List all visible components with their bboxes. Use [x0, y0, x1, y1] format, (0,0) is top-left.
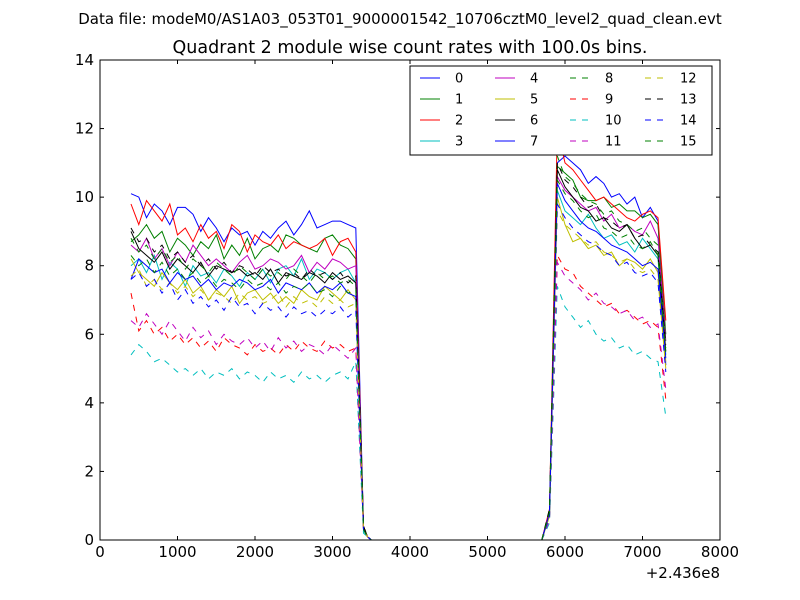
legend-label: 9 — [605, 93, 613, 108]
series-10 — [130, 286, 667, 540]
y-tick-label: 12 — [75, 120, 94, 138]
series-line — [541, 202, 667, 540]
series-line — [541, 174, 667, 540]
x-tick-label: 2000 — [236, 543, 274, 561]
series-11 — [130, 260, 667, 540]
y-tick-label: 2 — [84, 462, 94, 480]
legend-label: 0 — [455, 72, 463, 87]
legend-label: 6 — [530, 114, 538, 129]
series-4 — [130, 174, 667, 540]
x-tick-label: 1000 — [158, 543, 196, 561]
chart-title: Quadrant 2 module wise count rates with … — [173, 38, 648, 58]
series-line — [541, 162, 667, 540]
series-line — [130, 199, 372, 540]
legend-label: 13 — [680, 93, 697, 108]
series-15 — [130, 178, 667, 540]
series-8 — [130, 155, 667, 540]
series-line — [541, 183, 667, 540]
series-line — [130, 193, 372, 540]
series-layer — [130, 128, 667, 540]
series-line — [130, 292, 372, 540]
series-line — [130, 271, 372, 540]
y-tick-label: 14 — [75, 51, 94, 69]
x-tick-label: 6000 — [546, 543, 584, 561]
legend-label: 1 — [455, 93, 463, 108]
series-line — [541, 196, 667, 540]
figure-suptitle: Data file: modeM0/AS1A03_053T01_90000015… — [78, 10, 722, 29]
x-tick-label: 8000 — [701, 543, 739, 561]
series-line — [130, 258, 372, 540]
series-line — [130, 312, 372, 540]
series-9 — [130, 253, 667, 540]
series-13 — [130, 162, 667, 540]
x-offset-label: +2.436e8 — [646, 564, 720, 582]
series-line — [130, 343, 372, 540]
series-line — [130, 238, 372, 540]
series-0 — [130, 155, 667, 540]
legend-label: 12 — [680, 72, 697, 87]
legend-label: 5 — [530, 93, 538, 108]
series-line — [130, 268, 372, 540]
series-line — [541, 286, 667, 540]
legend-label: 14 — [680, 114, 697, 129]
x-tick-label: 7000 — [623, 543, 661, 561]
legend-label: 2 — [455, 114, 463, 129]
y-tick-label: 0 — [84, 531, 94, 549]
series-line — [541, 178, 667, 540]
legend-label: 11 — [605, 135, 622, 150]
y-tick-label: 8 — [84, 257, 94, 275]
x-axis: 0 1000 2000 3000 4000 5000 6000 7000 8000 — [95, 60, 739, 561]
legend-label: 3 — [455, 135, 463, 150]
legend-label: 15 — [680, 135, 697, 150]
y-tick-label: 4 — [84, 394, 94, 412]
series-line — [130, 231, 372, 540]
series-14 — [130, 202, 667, 540]
series-line — [130, 223, 372, 540]
series-line — [130, 237, 372, 540]
legend-box — [409, 65, 713, 156]
series-line — [541, 260, 667, 540]
series-line — [541, 253, 667, 540]
x-tick-label: 3000 — [313, 543, 351, 561]
y-tick-label: 10 — [75, 188, 94, 206]
series-12 — [130, 209, 667, 540]
legend-label: 7 — [530, 135, 538, 150]
legend-label: 8 — [605, 72, 613, 87]
series-line — [541, 155, 667, 540]
x-tick-label: 0 — [95, 543, 105, 561]
legend-label: 10 — [605, 114, 622, 129]
series-7 — [130, 183, 667, 540]
series-line — [541, 155, 667, 540]
plot-area: 0 1000 2000 3000 4000 5000 6000 7000 8000 0 2 4 6 8 1… — [75, 51, 739, 582]
y-tick-label: 6 — [84, 325, 94, 343]
legend-label: 4 — [530, 72, 538, 87]
series-line — [130, 255, 372, 540]
series-line — [541, 209, 667, 540]
x-tick-label: 5000 — [468, 543, 506, 561]
x-tick-label: 4000 — [391, 543, 429, 561]
